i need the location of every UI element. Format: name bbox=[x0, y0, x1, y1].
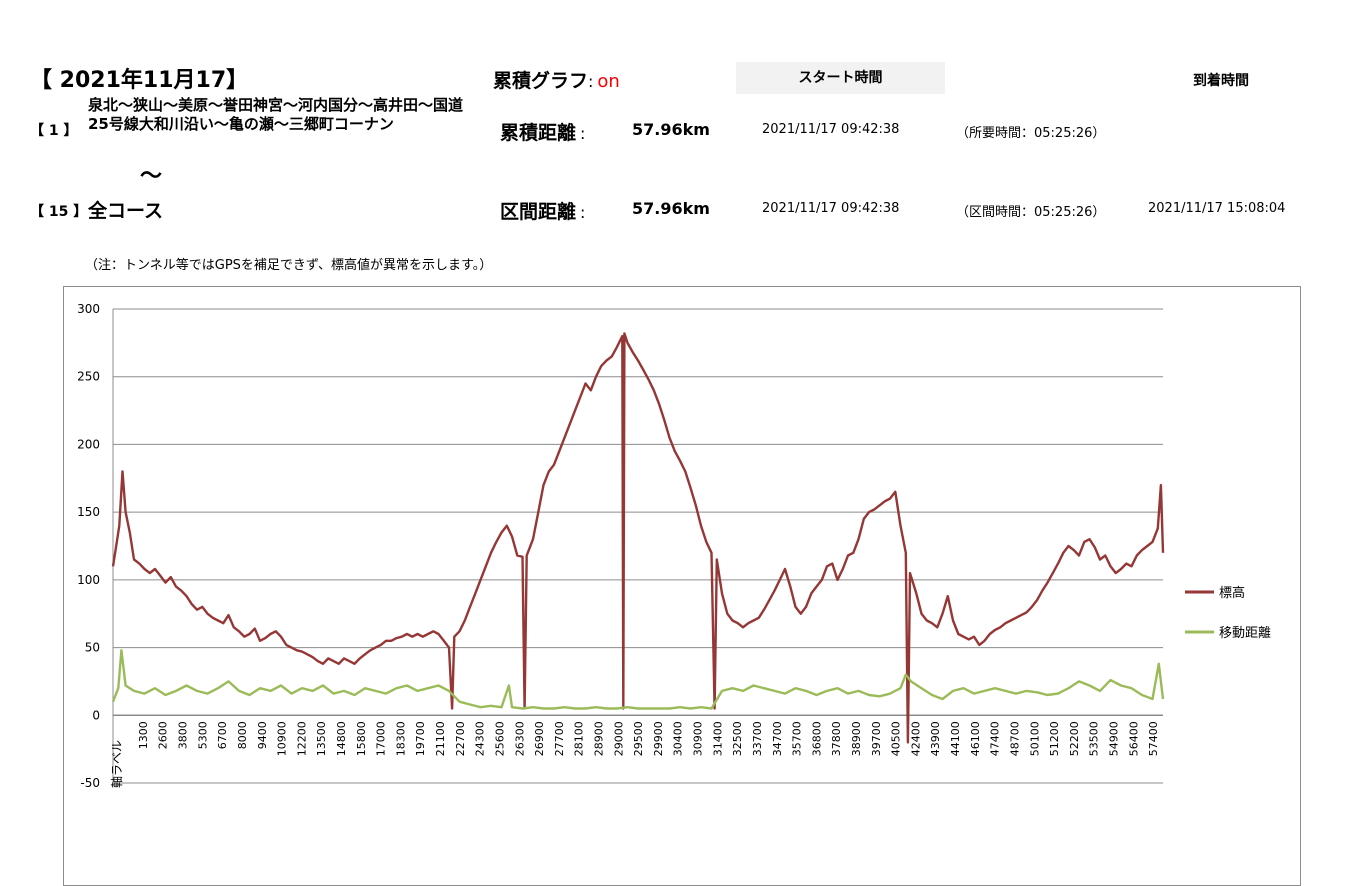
x-tick-label-15: 21100 bbox=[434, 721, 447, 756]
x-tick-label-22: 28100 bbox=[573, 721, 586, 756]
cumulative-distance-label: 累積距離 bbox=[500, 122, 577, 144]
series-line-1 bbox=[111, 649, 1165, 710]
x-tick-label-9: 13500 bbox=[315, 721, 328, 756]
chart-gridlines bbox=[112, 308, 1163, 784]
x-tick-label-48: 53500 bbox=[1088, 721, 1101, 756]
y-tick-label-3: 150 bbox=[77, 505, 100, 519]
x-tick-label-40: 43900 bbox=[929, 721, 942, 756]
graph-colon: : bbox=[588, 72, 594, 91]
x-tick-label-21: 27700 bbox=[553, 721, 566, 756]
x-tick-label-44: 48700 bbox=[1008, 721, 1021, 756]
x-tick-label-34: 36800 bbox=[810, 721, 823, 756]
row2-start-time: 2021/11/17 09:42:38 bbox=[762, 201, 900, 216]
graph-state[interactable]: on bbox=[597, 71, 620, 92]
route-index: 【 1 】 bbox=[30, 123, 78, 139]
x-tick-label-23: 28900 bbox=[592, 721, 605, 756]
row2-arrive-time: 2021/11/17 15:08:04 bbox=[1148, 201, 1286, 216]
x-tick-label-11: 15800 bbox=[355, 721, 368, 756]
x-tick-label-24: 29000 bbox=[612, 721, 625, 756]
x-tick-label-0: 1300 bbox=[137, 721, 150, 749]
x-tick-label-26: 29900 bbox=[652, 721, 665, 756]
x-tick-label-43: 47400 bbox=[989, 721, 1002, 756]
x-tick-label-41: 44100 bbox=[949, 721, 962, 756]
x-tick-label-19: 26300 bbox=[513, 721, 526, 756]
x-tick-label-45: 50100 bbox=[1028, 721, 1041, 756]
x-tick-label-2: 3800 bbox=[177, 721, 190, 749]
row1-duration: （所要時間：05:25:26） bbox=[956, 126, 1106, 141]
graph-toggle[interactable]: 累積グラフ: on bbox=[493, 66, 620, 93]
gps-note: （注：トンネル等ではGPSを補足できず、標高値が異常を示します。） bbox=[85, 258, 493, 273]
x-tick-label-7: 10900 bbox=[276, 721, 289, 756]
route-description: 泉北～狭山～美原～誉田神宮～河内国分～高井田～国道25号線大和川沿い～亀の瀬～三… bbox=[88, 96, 464, 133]
course-name: 全コース bbox=[88, 200, 164, 222]
x-tick-label-38: 40500 bbox=[890, 721, 903, 756]
x-tick-label-13: 18300 bbox=[394, 721, 407, 756]
x-tick-label-25: 29500 bbox=[632, 721, 645, 756]
legend-label-0: 標高 bbox=[1219, 585, 1245, 601]
series-line-0 bbox=[111, 332, 1165, 744]
y-tick-label-7: -50 bbox=[80, 776, 100, 790]
elevation-chart: 300 250 200 150 100 50 0 -50 1300 2600 3800 5300 67… bbox=[77, 302, 1271, 790]
x-tick-label-4: 6700 bbox=[216, 721, 229, 749]
x-tick-label-46: 51200 bbox=[1048, 721, 1061, 756]
x-tick-label-8: 12200 bbox=[295, 721, 308, 756]
y-tick-label-2: 200 bbox=[77, 437, 100, 451]
x-tick-label-50: 56400 bbox=[1127, 721, 1140, 756]
start-time-header: スタート時間 bbox=[736, 62, 945, 94]
chart-series bbox=[111, 332, 1165, 744]
x-tick-label-10: 14800 bbox=[335, 721, 348, 756]
x-tick-label-47: 52200 bbox=[1068, 721, 1081, 756]
x-tick-label-12: 17000 bbox=[375, 721, 388, 756]
cumulative-distance-label-wrap: 累積距離: bbox=[500, 118, 585, 145]
graph-label: 累積グラフ bbox=[493, 70, 589, 92]
x-tick-label-32: 34700 bbox=[771, 721, 784, 756]
x-tick-label-36: 38900 bbox=[850, 721, 863, 756]
x-axis-title: 軸ラベル bbox=[110, 740, 124, 788]
y-tick-label-0: 300 bbox=[77, 302, 100, 316]
x-tick-label-27: 30400 bbox=[672, 721, 685, 756]
y-tick-label-4: 100 bbox=[77, 573, 100, 587]
section-distance-label-wrap: 区間距離: bbox=[500, 197, 585, 224]
x-tick-label-37: 39700 bbox=[870, 721, 883, 756]
x-tick-label-6: 9400 bbox=[256, 721, 269, 749]
x-axis-ticks: 1300 2600 3800 5300 6700 8000 9400 10900 12200 13… bbox=[137, 721, 1160, 756]
x-tick-label-31: 33700 bbox=[751, 721, 764, 756]
y-axis-ticks: 300 250 200 150 100 50 0 -50 bbox=[77, 302, 100, 790]
route-tilde: ～ bbox=[140, 164, 163, 189]
x-tick-label-18: 25600 bbox=[493, 721, 506, 756]
cumulative-colon: : bbox=[580, 124, 586, 143]
x-tick-label-35: 37800 bbox=[830, 721, 843, 756]
x-tick-label-49: 54900 bbox=[1107, 721, 1120, 756]
y-tick-label-6: 0 bbox=[92, 708, 100, 722]
course-index: 【 15 】 bbox=[30, 204, 88, 220]
x-tick-label-16: 22700 bbox=[454, 721, 467, 756]
x-tick-label-5: 8000 bbox=[236, 721, 249, 749]
x-tick-label-39: 42400 bbox=[909, 721, 922, 756]
x-tick-label-28: 30900 bbox=[692, 721, 705, 756]
y-tick-label-5: 50 bbox=[85, 641, 100, 655]
x-tick-label-20: 26900 bbox=[533, 721, 546, 756]
section-distance-value: 57.96km bbox=[632, 199, 710, 218]
arrive-time-header: 到着時間 bbox=[1193, 73, 1249, 89]
row2-duration: （区間時間：05:25:26） bbox=[956, 205, 1106, 220]
x-tick-label-33: 35700 bbox=[791, 721, 804, 756]
row1-start-time: 2021/11/17 09:42:38 bbox=[762, 122, 900, 137]
x-tick-label-42: 46100 bbox=[969, 721, 982, 756]
x-tick-label-51: 57400 bbox=[1147, 721, 1160, 756]
x-tick-label-1: 2600 bbox=[157, 721, 170, 749]
section-colon: : bbox=[580, 203, 586, 222]
date-title: 【 2021年11月17】 bbox=[30, 68, 249, 93]
y-tick-label-1: 250 bbox=[77, 370, 100, 384]
x-tick-label-30: 32500 bbox=[731, 721, 744, 756]
x-tick-label-14: 19700 bbox=[414, 721, 427, 756]
x-tick-label-29: 31400 bbox=[711, 721, 724, 756]
legend-label-1: 移動距離 bbox=[1219, 626, 1271, 641]
section-distance-label: 区間距離 bbox=[500, 201, 577, 223]
x-tick-label-17: 24300 bbox=[474, 721, 487, 756]
cumulative-distance-value: 57.96km bbox=[632, 120, 710, 139]
x-tick-label-3: 5300 bbox=[196, 721, 209, 749]
